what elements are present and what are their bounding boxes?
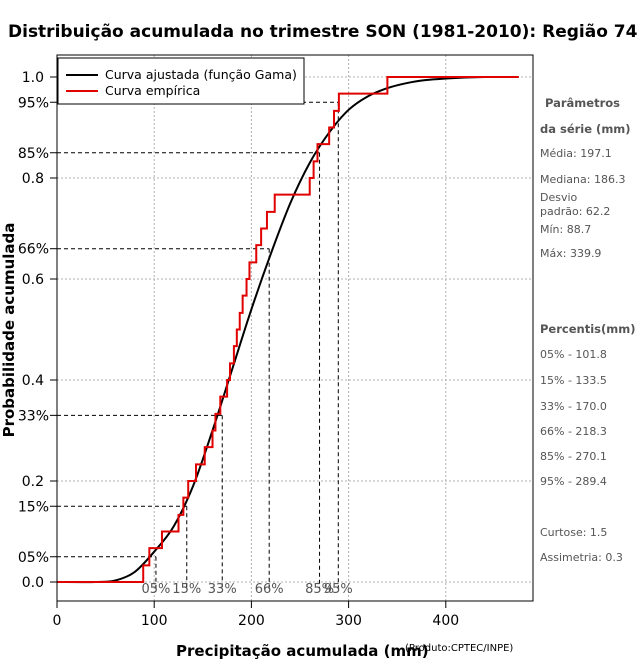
percentis-heading: Percentis(mm): [540, 322, 635, 336]
y-percentile-label: 33%: [18, 408, 49, 424]
y-tick-label: 1.0: [22, 70, 44, 86]
params-heading-line2: da série (mm): [540, 122, 631, 136]
legend-label-fitted: Curva ajustada (função Gama): [105, 67, 297, 82]
statistics-panel: Parâmetros da série (mm) Média: 197.1 Me…: [540, 96, 635, 564]
x-percentile-label: 15%: [172, 582, 201, 597]
x-percentile-label: 85%: [305, 582, 334, 597]
empirical-curve-line: [57, 76, 519, 583]
legend-box: [57, 57, 305, 105]
percentile-guides: 05% 15% 33% 66% 85%95%: [57, 101, 353, 597]
percentil-item: 66% - 218.3: [540, 425, 607, 438]
series: [56, 75, 519, 584]
stat-desvio-line1: Desvio: [540, 191, 578, 204]
stat-max: Máx: 339.9: [540, 247, 601, 260]
percentil-item: 33% - 170.0: [540, 400, 607, 413]
percentil-item: 85% - 270.1: [540, 450, 607, 463]
y-percentile-label: 15%: [18, 499, 49, 515]
y-percentile-label: 95%: [18, 95, 49, 111]
x-tick-label: 100: [141, 613, 168, 629]
y-tick-label: 0.0: [22, 575, 44, 591]
stat-curtose: Curtose: 1.5: [540, 526, 607, 539]
fitted-gamma-curve-line: [56, 75, 519, 584]
plot-frame: [56, 54, 534, 602]
stat-media: Média: 197.1: [540, 147, 612, 160]
x-percentile-label: 05%: [141, 582, 170, 597]
x-tick-label: 200: [238, 613, 265, 629]
legend-label-empirical: Curva empírica: [105, 83, 200, 98]
stat-min: Mín: 88.7: [540, 223, 591, 236]
legend: Curva ajustada (função Gama) Curva empír…: [57, 57, 305, 105]
y-percentile-label: 85%: [18, 146, 49, 162]
percentil-item: 05% - 101.8: [540, 348, 607, 361]
percentil-item: 95% - 289.4: [540, 475, 607, 488]
y-axis: 0.0 0.2 0.4 0.6 0.8 1.0 05% 15% 33% 66% 85% 95%: [18, 70, 57, 591]
x-percentile-label: 33%: [208, 582, 237, 597]
x-tick-label: 400: [432, 613, 459, 629]
grid: [57, 55, 533, 601]
y-tick-label: 0.2: [22, 474, 44, 490]
stat-mediana: Mediana: 186.3: [540, 173, 625, 186]
y-percentile-label: 05%: [18, 550, 49, 566]
x-axis: 0 100 200 300 400: [53, 601, 459, 629]
x-percentile-label: 66%: [255, 582, 284, 597]
y-tick-label: 0.4: [22, 373, 44, 389]
chart-title: Distribuição acumulada no trimestre SON …: [8, 22, 638, 42]
y-tick-label: 0.6: [22, 272, 44, 288]
x-tick-label: 0: [53, 613, 62, 629]
stat-desvio-line2: padrão: 62.2: [540, 205, 610, 218]
x-percentile-label: 95%: [324, 582, 353, 597]
product-credit: (Produto:CPTEC/INPE): [405, 643, 513, 654]
percentil-item: 15% - 133.5: [540, 374, 607, 387]
y-axis-title: Probabilidade acumulada: [0, 223, 18, 438]
x-axis-title: Precipitação acumulada (mm): [176, 642, 429, 660]
y-percentile-label: 66%: [18, 242, 49, 258]
stat-assimetria: Assimetria: 0.3: [540, 551, 623, 564]
x-tick-label: 300: [335, 613, 362, 629]
params-heading-line1: Parâmetros: [545, 96, 620, 110]
y-tick-label: 0.8: [22, 171, 44, 187]
